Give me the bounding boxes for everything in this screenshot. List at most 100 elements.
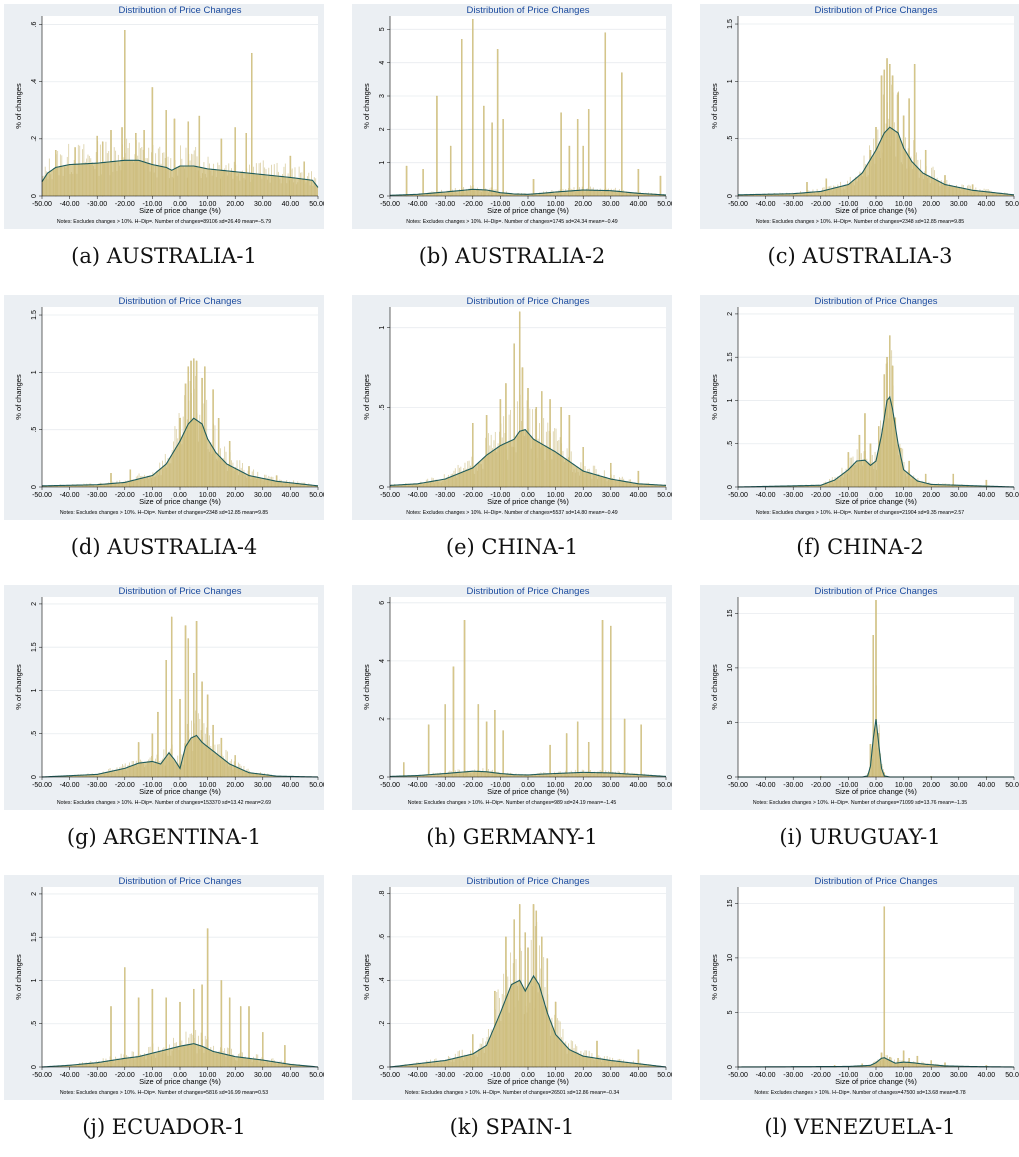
x-tick-label: 30.00 <box>254 201 272 208</box>
histogram-bar <box>588 468 590 487</box>
histogram-bar <box>627 193 629 196</box>
histogram-bar <box>631 772 633 777</box>
histogram-bar <box>877 747 879 777</box>
histogram-bar <box>584 1050 586 1067</box>
histogram-bar <box>628 192 630 196</box>
y-tick-label: 1 <box>379 161 386 165</box>
histogram-bar <box>112 481 114 487</box>
chart-title: Distribution of Price Changes <box>814 5 937 16</box>
histogram-bar <box>840 477 842 487</box>
histogram-bar <box>220 448 221 487</box>
chart-svg: -50.00 -40.00 -30.00 -20.00 -10.00 0.00 10.00 2… <box>14 586 324 806</box>
histogram-bar <box>587 469 589 487</box>
histogram-bar <box>184 1044 186 1067</box>
histogram-spike <box>201 377 203 488</box>
histogram-bar <box>454 770 456 777</box>
histogram-bar <box>521 421 522 487</box>
histogram-bar <box>830 185 832 196</box>
histogram-spike <box>889 1057 891 1068</box>
histogram-bar <box>301 172 303 196</box>
histogram-bar <box>545 431 547 487</box>
y-axis-label: % of changes <box>362 83 371 129</box>
histogram-spike <box>110 130 112 197</box>
histogram-spike <box>151 988 154 1068</box>
histogram-bar <box>168 1044 170 1067</box>
x-tick-label: 20.00 <box>574 782 592 789</box>
histogram-bar <box>931 483 933 487</box>
histogram-spike <box>251 52 253 197</box>
x-tick-label: -50.00 <box>728 492 748 499</box>
histogram-bar <box>928 175 930 196</box>
histogram-bar <box>247 768 249 777</box>
histogram-bar <box>452 1058 453 1067</box>
histogram-bar <box>493 189 495 196</box>
histogram-spike <box>110 1006 112 1068</box>
histogram-bar <box>550 191 551 196</box>
histogram-bar <box>782 193 784 196</box>
histogram-bar <box>254 476 256 487</box>
histogram-bar <box>989 190 991 196</box>
histogram-spike <box>587 742 590 778</box>
histogram-bar <box>467 461 469 487</box>
histogram-bar <box>423 1063 425 1067</box>
histogram-bar <box>900 1060 902 1067</box>
histogram-bar <box>401 194 402 196</box>
histogram-bar <box>809 191 811 196</box>
histogram-bar <box>294 484 296 487</box>
histogram-bar <box>932 483 934 487</box>
histogram-bar <box>888 118 890 196</box>
histogram-spike <box>165 110 167 197</box>
x-tick-label: -40.00 <box>60 1072 80 1079</box>
histogram-bar <box>196 1053 198 1067</box>
y-tick-label: .2 <box>31 136 38 142</box>
histogram-bar <box>576 467 578 487</box>
x-tick-label: 20.00 <box>226 201 244 208</box>
x-tick-label: 20.00 <box>922 782 940 789</box>
histogram-bar <box>939 1065 941 1067</box>
histogram-bar <box>891 1057 893 1067</box>
histogram-spike <box>151 87 154 197</box>
histogram-bar <box>526 774 528 777</box>
chart-note: Notes: Excludes changes > 10%. H–Dip=. N… <box>60 1090 268 1096</box>
x-tick-label: -50.00 <box>380 492 400 499</box>
histogram-spike <box>549 399 551 488</box>
histogram-spike <box>436 95 438 197</box>
histogram-bar <box>412 484 413 487</box>
histogram-bar <box>848 184 850 196</box>
histogram-bar <box>956 485 957 487</box>
histogram-bar <box>101 1063 103 1067</box>
histogram-bar <box>442 481 444 487</box>
histogram-bar <box>268 475 270 487</box>
histogram-bar <box>75 775 77 777</box>
histogram-bar <box>104 161 105 196</box>
y-tick-label: 1 <box>31 978 38 982</box>
histogram-bar <box>606 481 608 487</box>
histogram-spike <box>518 311 521 488</box>
histogram-bar <box>199 1048 201 1067</box>
histogram-spike <box>472 1034 474 1068</box>
histogram-bar <box>837 184 839 196</box>
histogram-bar <box>290 484 292 487</box>
histogram-bar <box>537 992 539 1067</box>
histogram-bar <box>242 463 243 487</box>
histogram-bar <box>189 1033 191 1067</box>
histogram-bar <box>167 458 169 487</box>
histogram-bar <box>164 1053 166 1067</box>
histogram-bar <box>511 446 513 487</box>
y-tick-label: 1 <box>727 398 734 402</box>
histogram-bar <box>47 485 49 487</box>
histogram-bar <box>58 485 60 487</box>
histogram-bar <box>283 483 285 487</box>
x-tick-label: -40.00 <box>60 492 80 499</box>
histogram-bar <box>456 192 458 196</box>
histogram-bar <box>243 1058 245 1067</box>
subfigure-caption: (b) AUSTRALIA-2 <box>418 244 606 268</box>
histogram-bar <box>790 486 792 487</box>
x-tick-label: 30.00 <box>602 201 620 208</box>
histogram-bar <box>109 485 111 487</box>
x-tick-label: -10.00 <box>142 201 162 208</box>
histogram-bar <box>151 756 152 777</box>
histogram-bar <box>631 1063 633 1067</box>
histogram-bar <box>475 772 477 777</box>
histogram-bar <box>529 1002 531 1067</box>
